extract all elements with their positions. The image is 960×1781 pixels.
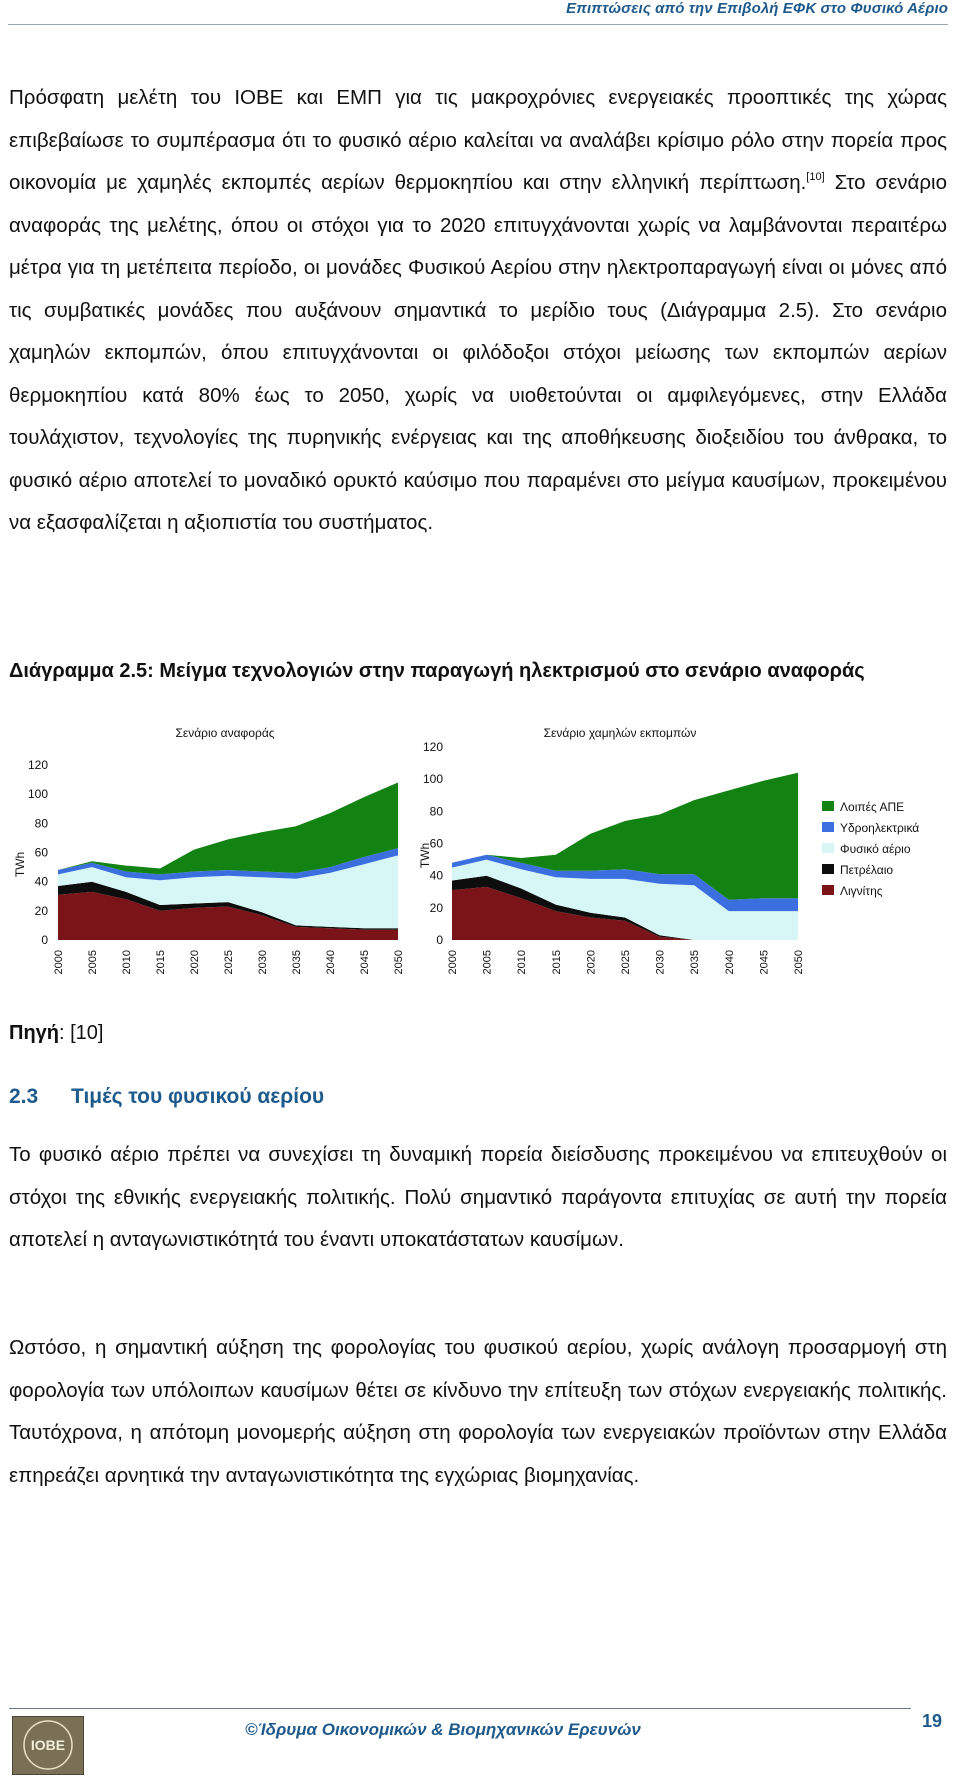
legend-label: Φυσικό αέριο <box>840 842 911 856</box>
area-series-2 <box>58 855 398 929</box>
figure-caption: Διάγραμμα 2.5: Μείγμα τεχνολογιών στην π… <box>9 660 865 682</box>
intro-paragraph: Πρόσφατη μελέτη του ΙΟΒΕ και ΕΜΠ για τις… <box>9 77 947 545</box>
y-tick-label: 60 <box>430 837 444 851</box>
y-tick-label: 120 <box>28 758 48 772</box>
section-number: 2.3 <box>9 1085 39 1108</box>
y-tick-label: 40 <box>35 875 49 889</box>
area-series-0 <box>452 886 798 940</box>
section-heading: 2.3 Τιμές του φυσικού αερίου <box>9 1085 324 1109</box>
source-value: : [10] <box>59 1022 104 1044</box>
x-tick-label: 2015 <box>155 950 167 974</box>
area-series-3 <box>452 854 798 912</box>
x-tick-label: 2000 <box>447 950 459 974</box>
running-header: Επιπτώσεις από την Επιβολή ΕΦΚ στο Φυσικ… <box>566 0 948 17</box>
area-series-4 <box>452 772 798 900</box>
x-tick-label: 2050 <box>393 950 405 974</box>
y-axis-label: TWh <box>13 852 27 877</box>
iobe-logo: ΙΟΒΕ <box>12 1716 84 1775</box>
x-tick-label: 2030 <box>257 950 269 974</box>
page-number: 19 <box>921 1711 942 1731</box>
area-series-3 <box>58 848 398 881</box>
x-tick-label: 2050 <box>793 950 805 974</box>
area-series-0 <box>58 891 398 940</box>
area-series-4 <box>58 782 398 875</box>
area-series-1 <box>452 875 798 940</box>
x-tick-label: 2005 <box>87 950 99 974</box>
legend-swatch <box>822 864 834 874</box>
x-tick-label: 2040 <box>325 950 337 974</box>
legend-label: Υδροηλεκτρικά <box>840 821 919 835</box>
x-tick-label: 2025 <box>620 950 632 974</box>
x-tick-label: 2015 <box>551 950 563 974</box>
chart-low-emissions-scenario: Σενάριο χαμηλών εκπομπώνTWh0204060801001… <box>418 726 805 974</box>
chart-title: Σενάριο χαμηλών εκπομπών <box>544 726 697 740</box>
legend-swatch <box>822 822 834 832</box>
y-tick-label: 100 <box>423 772 443 786</box>
x-tick-label: 2025 <box>223 950 235 974</box>
chart-title: Σενάριο αναφοράς <box>175 726 274 740</box>
y-tick-label: 80 <box>35 816 49 830</box>
y-tick-label: 60 <box>35 846 49 860</box>
x-tick-label: 2000 <box>53 950 65 974</box>
x-tick-label: 2010 <box>121 950 133 974</box>
x-tick-label: 2020 <box>585 950 597 974</box>
x-tick-label: 2005 <box>482 950 494 974</box>
legend-swatch <box>822 801 834 811</box>
intro-text-part1: Πρόσφατη μελέτη του ΙΟΒΕ και ΕΜΠ για τις… <box>9 86 947 194</box>
y-tick-label: 80 <box>430 804 444 818</box>
x-tick-label: 2030 <box>655 950 667 974</box>
footer-organization: ©Ίδρυμα Οικονομικών & Βιομηχανικών Ερευν… <box>245 1720 641 1739</box>
reference-marker: [10] <box>806 171 825 183</box>
legend-label: Λιγνίτης <box>840 884 883 898</box>
header-divider <box>8 24 948 25</box>
x-tick-label: 2035 <box>689 950 701 974</box>
y-tick-label: 40 <box>430 869 444 883</box>
legend-swatch <box>822 885 834 895</box>
chart-legend: Λοιπές ΑΠΕ Υδροηλεκτρικά Φυσικό αέριο Πετρέ… <box>822 800 919 898</box>
y-tick-label: 0 <box>436 933 443 947</box>
area-series-1 <box>58 881 398 930</box>
x-tick-label: 2045 <box>758 950 770 974</box>
legend-label: Πετρέλαιο <box>840 863 893 877</box>
legend-swatch <box>822 843 834 853</box>
y-tick-label: 100 <box>28 787 48 801</box>
y-tick-label: 0 <box>41 933 48 947</box>
y-axis-label: TWh <box>418 843 432 868</box>
y-tick-label: 20 <box>430 901 444 915</box>
section-paragraph-2: Ωστόσο, η σημαντική αύξηση της φορολογία… <box>9 1336 947 1487</box>
svg-text:ΙΟΒΕ: ΙΟΒΕ <box>31 1737 65 1753</box>
source-label: Πηγή <box>9 1022 59 1044</box>
y-tick-label: 20 <box>35 904 49 918</box>
x-tick-label: 2035 <box>291 950 303 974</box>
x-tick-label: 2010 <box>516 950 528 974</box>
y-tick-label: 120 <box>423 740 443 754</box>
section-title: Τιμές του φυσικού αερίου <box>71 1085 325 1108</box>
area-series-2 <box>452 859 798 940</box>
x-tick-label: 2020 <box>189 950 201 974</box>
figure-source: Πηγή: [10] <box>9 1022 103 1045</box>
section-paragraph-1: Το φυσικό αέριο πρέπει να συνεχίσει τη δ… <box>9 1143 947 1251</box>
footer-divider <box>9 1708 911 1709</box>
intro-text-part2: Στο σενάριο αναφοράς της μελέτης, όπου ο… <box>9 171 947 534</box>
legend-label: Λοιπές ΑΠΕ <box>840 800 904 814</box>
x-tick-label: 2045 <box>359 950 371 974</box>
x-tick-label: 2040 <box>724 950 736 974</box>
